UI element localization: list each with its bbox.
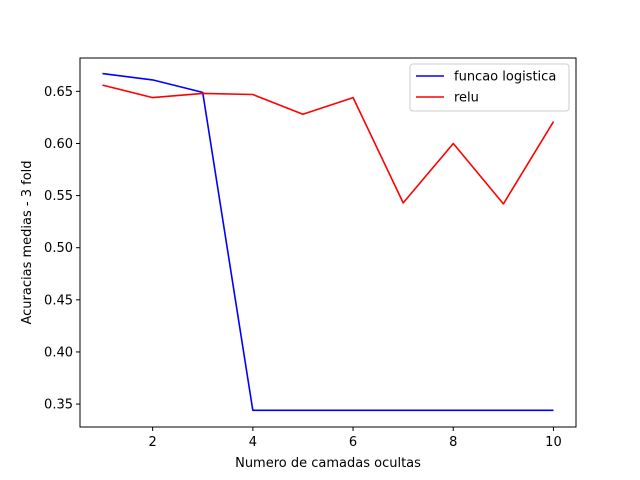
y-tick-label: 0.55 xyxy=(44,189,73,204)
legend: funcao logistica relu xyxy=(409,63,570,112)
legend-label: funcao logistica xyxy=(454,70,556,85)
y-tick-label: 0.50 xyxy=(44,241,73,256)
axes-frame xyxy=(79,57,577,428)
y-tick-label: 0.35 xyxy=(44,398,73,413)
y-axis-label: Acuracias medias - 3 fold xyxy=(20,160,35,324)
x-tick-label: 10 xyxy=(545,435,562,450)
series-line-funcao-logistica xyxy=(102,72,554,412)
x-tick-label: 8 xyxy=(449,435,457,450)
x-axis: 2 4 6 8 10 xyxy=(149,427,562,450)
legend-box xyxy=(409,63,570,112)
legend-label: relu xyxy=(454,91,479,106)
x-tick-label: 2 xyxy=(149,435,157,450)
series-line-relu xyxy=(102,84,555,205)
x-tick-label: 4 xyxy=(249,435,257,450)
y-axis: 0.35 0.40 0.45 0.50 0.55 0.60 0.65 xyxy=(44,85,80,413)
x-axis-label: Numero de camadas ocultas xyxy=(235,456,421,471)
y-tick-label: 0.40 xyxy=(44,345,73,360)
x-tick-label: 6 xyxy=(349,435,357,450)
y-tick-label: 0.60 xyxy=(44,137,73,152)
series-layer xyxy=(102,72,555,412)
y-tick-label: 0.65 xyxy=(44,85,73,100)
y-tick-label: 0.45 xyxy=(44,293,73,308)
